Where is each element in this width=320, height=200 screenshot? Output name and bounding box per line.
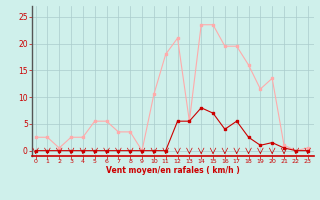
X-axis label: Vent moyen/en rafales ( km/h ): Vent moyen/en rafales ( km/h ) (106, 166, 240, 175)
